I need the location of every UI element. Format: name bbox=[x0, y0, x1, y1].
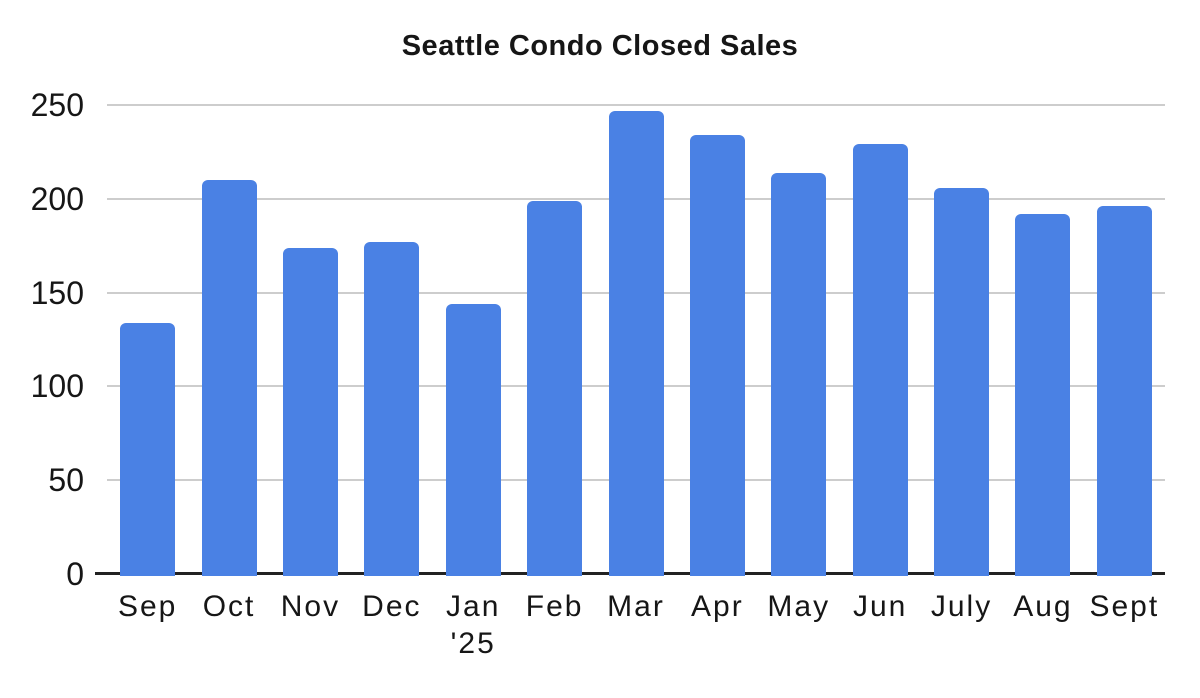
gridline-250 bbox=[107, 104, 1165, 106]
x-axis-label-aug: Aug bbox=[1013, 590, 1073, 623]
bar-oct bbox=[201, 180, 257, 576]
x-axis-label-dec: Dec bbox=[362, 590, 422, 623]
bar-apr bbox=[689, 135, 745, 576]
x-axis-label-sept: Sept bbox=[1089, 590, 1160, 623]
y-axis-label-0: 0 bbox=[66, 556, 84, 592]
x-axis-label-nov: Nov bbox=[280, 590, 341, 623]
x-axis-label-mar: Mar bbox=[607, 590, 665, 623]
bar-nov bbox=[282, 247, 338, 576]
chart-title: Seattle Condo Closed Sales bbox=[401, 30, 799, 62]
bar-feb bbox=[527, 200, 583, 576]
bar-jun bbox=[852, 144, 908, 576]
x-axis-label-feb: Feb bbox=[525, 590, 584, 623]
bar-jan bbox=[445, 303, 501, 576]
y-axis-label-250: 250 bbox=[30, 87, 84, 123]
y-axis-label-50: 50 bbox=[48, 462, 84, 499]
bar-aug bbox=[1015, 213, 1071, 576]
y-axis-label-200: 200 bbox=[30, 180, 84, 217]
bar-sept bbox=[1096, 206, 1152, 576]
x-axis-label-jun: Jun bbox=[852, 590, 908, 623]
y-axis-label-100: 100 bbox=[30, 368, 84, 405]
x-axis-label-july: July bbox=[930, 590, 993, 623]
bar-may bbox=[771, 172, 827, 576]
bar-mar bbox=[608, 110, 664, 576]
x-axis-sublabel-jan: '25 bbox=[450, 627, 496, 660]
x-axis-label-sep: Sep bbox=[117, 590, 178, 623]
x-axis-label-may: May bbox=[767, 590, 831, 623]
x-axis-label-apr: Apr bbox=[691, 590, 744, 623]
bar-sep bbox=[120, 322, 176, 576]
bar-dec bbox=[364, 241, 420, 576]
bar-july bbox=[934, 187, 990, 576]
y-axis-label-150: 150 bbox=[30, 274, 84, 311]
x-axis-label-oct: Oct bbox=[202, 590, 256, 623]
x-axis-label-jan: Jan '25 bbox=[408, 588, 538, 662]
